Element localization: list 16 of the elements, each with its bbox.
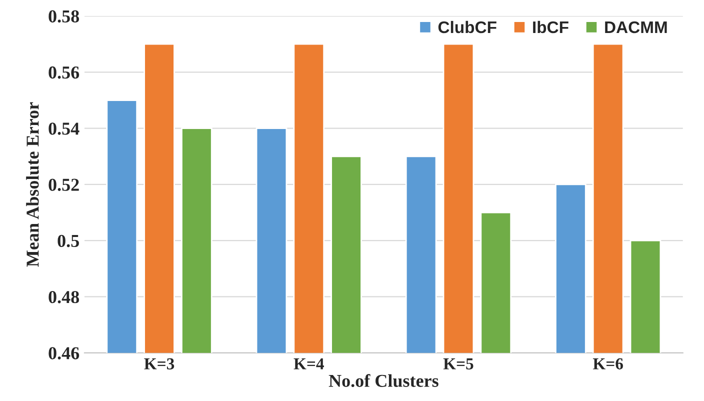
y-tick-label: 0.58 <box>48 10 80 23</box>
x-tick-label: K=3 <box>144 358 174 370</box>
y-tick-label: 0.46 <box>48 347 80 360</box>
x-tick-label: K=5 <box>443 358 474 370</box>
legend-label: ClubCF <box>438 20 496 34</box>
y-tick-label: 0.54 <box>48 122 80 135</box>
legend-label: DACMM <box>605 21 667 34</box>
y-tick-label: 0.52 <box>48 178 79 191</box>
y-tick-label: 0.56 <box>48 66 80 79</box>
y-tick-label: 0.5 <box>58 234 79 248</box>
y-axis-title: Mean Absolute Error <box>26 102 39 267</box>
x-tick-label: K=4 <box>294 358 324 370</box>
x-tick-label: K=6 <box>592 358 623 370</box>
y-tick-label: 0.48 <box>48 290 80 304</box>
x-axis-title: No.of Clusters <box>328 374 438 388</box>
legend-label: IbCF <box>533 20 568 34</box>
